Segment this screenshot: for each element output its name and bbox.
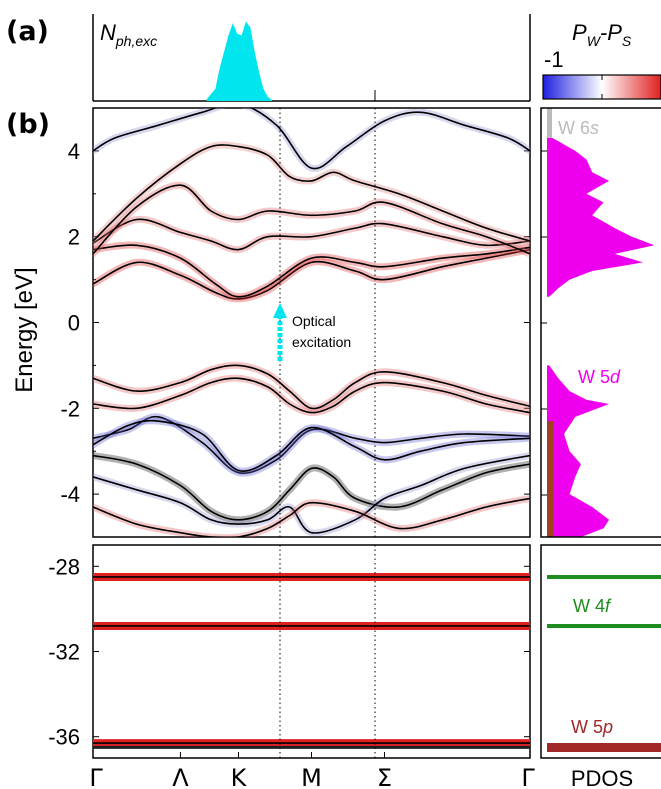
- w5p-peak: [547, 743, 661, 752]
- band-line-1: [93, 244, 530, 298]
- annotation-line1: Optical: [292, 313, 336, 329]
- band-line-6: [93, 364, 530, 410]
- pdos-label-w5p: W 5p: [571, 717, 613, 737]
- k-label: Γ: [521, 764, 535, 789]
- k-label: Γ: [89, 764, 103, 789]
- y-tick-label: 0: [68, 311, 80, 336]
- k-label: Λ: [172, 764, 189, 789]
- y-tick-label: -36: [48, 725, 80, 750]
- band-line-2: [93, 218, 530, 251]
- exciton-population-area: [206, 21, 273, 101]
- panel-b-valence: 4 2 0 -2 -4 Optical excitation: [60, 107, 531, 538]
- colorbar: PW-PS -1: [542, 20, 661, 100]
- pdos-w6s-area: [547, 108, 552, 138]
- panel-b-semicore: -28 -32 -36: [48, 544, 531, 759]
- y-tick-label: -32: [48, 640, 80, 665]
- nexc-label: Nph,exc: [100, 20, 157, 49]
- y-tick-label: -28: [48, 554, 80, 579]
- k-label: M: [301, 764, 322, 789]
- band-line-10: [93, 454, 530, 521]
- band-line-0: [93, 248, 530, 300]
- pdos-label-w4f: W 4f: [573, 596, 612, 616]
- k-label: Σ: [377, 764, 392, 789]
- band-line-3: [93, 184, 530, 255]
- band-line-12: [93, 497, 530, 537]
- colorbar-min-label: -1: [544, 47, 564, 72]
- pdos-other-area: [547, 421, 553, 537]
- y-tick-label: 4: [68, 139, 80, 164]
- panel-label-a: (a): [6, 16, 49, 47]
- panel-pdos-valence: W 6s W 5d: [540, 107, 661, 538]
- pdos-w5d-valence: [547, 365, 610, 537]
- band-halo-5: [93, 108, 530, 172]
- band-halo-1: [93, 241, 530, 301]
- y-tick-label: -2: [60, 396, 80, 421]
- annotation-line2: excitation: [292, 334, 351, 350]
- pdos-x-label: PDOS: [571, 766, 633, 789]
- panel-a: Nph,exc: [92, 14, 531, 102]
- y-tick-label: -4: [60, 482, 80, 507]
- y-axis-label: Energy [eV]: [11, 267, 38, 392]
- k-label: K: [231, 764, 248, 789]
- optical-excitation-arrow: [273, 303, 287, 361]
- pdos-w5d-conduction: [547, 138, 655, 297]
- band-line-4: [93, 144, 530, 242]
- panel-label-b: (b): [6, 109, 50, 140]
- panel-pdos-semicore: W 4f W 5p PDOS: [540, 544, 661, 789]
- band-line-7: [93, 377, 530, 414]
- band-line-11: [93, 454, 530, 534]
- colorbar-label: PW-PS: [572, 20, 632, 49]
- band-line-5: [93, 108, 530, 170]
- pdos-label-w5d: W 5d: [578, 367, 621, 387]
- pdos-label-w6s: W 6s: [558, 118, 599, 138]
- y-tick-label: 2: [68, 225, 80, 250]
- band-line-9: [93, 419, 530, 472]
- band-line-8: [93, 415, 530, 474]
